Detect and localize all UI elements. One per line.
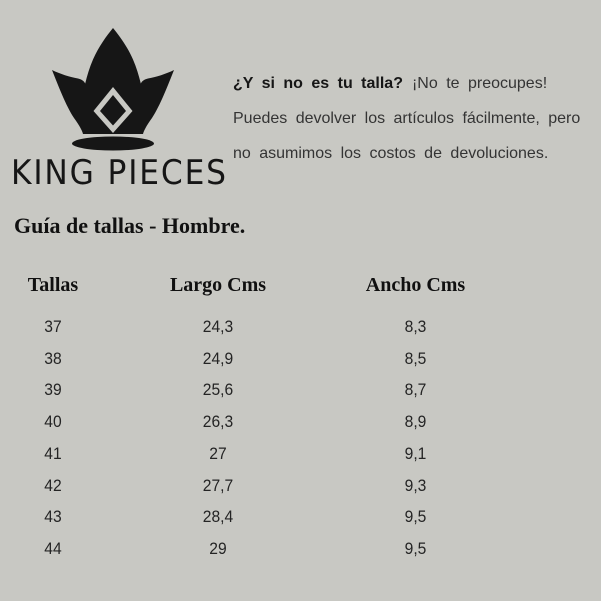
table-row: 38 24,9 8,5	[8, 343, 493, 375]
cell-largo: 25,6	[202, 380, 234, 400]
size-table-header: Tallas Largo Cms Ancho Cms	[8, 274, 493, 297]
table-row: 39 25,6 8,7	[8, 375, 493, 407]
cell-largo: 27	[209, 443, 227, 463]
brand-logo: KING PIECES	[0, 0, 232, 200]
notice-line-1: ¿Y si no es tu talla? ¡No te preocupes!	[233, 66, 593, 101]
notice-question: ¿Y si no es tu talla?	[233, 75, 403, 92]
cell-talla: 40	[44, 412, 62, 432]
table-row: 44 29 9,5	[8, 533, 493, 565]
cell-ancho: 8,5	[404, 348, 427, 368]
cell-ancho: 8,7	[404, 380, 427, 400]
col-header-tallas: Tallas	[27, 274, 79, 296]
cell-ancho: 9,5	[404, 507, 427, 527]
cell-largo: 28,4	[202, 507, 234, 527]
size-table: Tallas Largo Cms Ancho Cms 37 24,3 8,3 3…	[8, 274, 493, 565]
cell-ancho: 9,5	[404, 539, 427, 559]
brand-name: KING PIECES	[11, 153, 228, 193]
cell-ancho: 9,1	[404, 443, 427, 463]
table-row: 37 24,3 8,3	[8, 311, 493, 343]
size-table-body: 37 24,3 8,3 38 24,9 8,5 39 25,6 8,7 40 2…	[8, 311, 493, 565]
cell-largo: 29	[209, 539, 227, 559]
table-row: 41 27 9,1	[8, 438, 493, 470]
col-header-ancho: Ancho Cms	[365, 274, 466, 296]
notice-line-3: no asumimos los costos de devoluciones.	[233, 145, 549, 162]
notice-reassurance: ¡No te preocupes!	[411, 75, 548, 92]
cell-talla: 37	[44, 316, 62, 336]
cell-talla: 39	[44, 380, 62, 400]
cell-largo: 27,7	[202, 475, 234, 495]
cell-ancho: 9,3	[404, 475, 427, 495]
cell-largo: 24,3	[202, 316, 234, 336]
table-row: 42 27,7 9,3	[8, 470, 493, 502]
cell-largo: 24,9	[202, 348, 234, 368]
cell-ancho: 8,9	[404, 412, 427, 432]
cell-talla: 44	[44, 539, 62, 559]
size-guide-title: Guía de tallas - Hombre.	[14, 213, 246, 238]
table-row: 40 26,3 8,9	[8, 406, 493, 438]
table-row: 43 28,4 9,5	[8, 502, 493, 534]
returns-notice: ¿Y si no es tu talla? ¡No te preocupes! P…	[233, 66, 593, 171]
notice-line-2: Puedes devolver los artículos fácilmente…	[233, 110, 581, 127]
cell-talla: 38	[44, 348, 62, 368]
cell-talla: 43	[44, 507, 62, 527]
cell-largo: 26,3	[202, 412, 234, 432]
crown-icon	[52, 28, 174, 151]
cell-ancho: 8,3	[404, 316, 427, 336]
cell-talla: 42	[44, 475, 62, 495]
col-header-largo: Largo Cms	[169, 274, 267, 296]
cell-talla: 41	[44, 443, 62, 463]
